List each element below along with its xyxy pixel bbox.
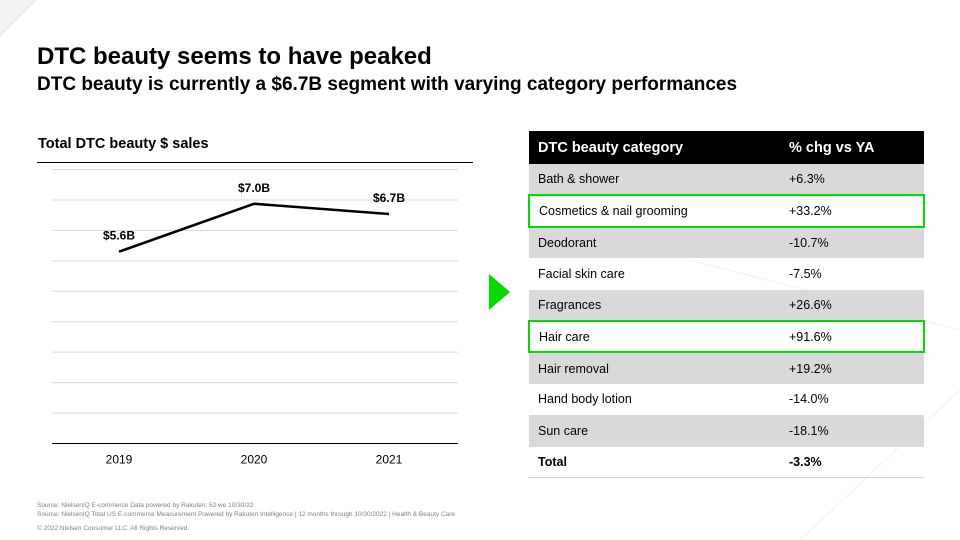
chart-title: Total DTC beauty $ sales [38,136,209,152]
row-category: Cosmetics & nail grooming [528,194,780,228]
slide-title: DTC beauty seems to have peaked [37,43,432,70]
table-row: Bath & shower +6.3% [529,164,924,196]
row-change: -18.1% [780,415,924,447]
data-label: $7.0B [238,181,270,195]
table-total-row: Total -3.3% [529,446,924,479]
row-change: +91.6% [780,319,925,354]
right-triangle-arrow-icon [489,274,510,310]
row-category: Facial skin care [538,266,625,281]
row-category: Hand body lotion [538,392,632,407]
x-tick-label: 2021 [376,453,403,467]
row-change: +33.2% [780,194,925,228]
total-change: -3.3% [780,446,924,479]
table-row: Cosmetics & nail grooming +33.2% [528,194,925,228]
category-change-table: DTC beauty category % chg vs YA Bath & s… [528,131,925,479]
series-line [118,202,390,253]
row-category: Bath & shower [529,164,780,196]
row-change: +6.3% [780,164,924,196]
source-note-1: Source: NielsenIQ E-commerce Data powere… [37,502,254,509]
header-change: % chg vs YA [780,131,924,164]
table-row: Hand body lotion -14.0% [529,384,924,415]
header-category: DTC beauty category [529,131,780,164]
source-note-2: Source: NielsenIQ Total US E-commerce Me… [37,511,456,518]
data-label: $6.7B [373,191,405,205]
chart-title-rule [37,162,473,163]
table-header-row: DTC beauty category % chg vs YA [529,131,924,164]
table-row: Hair removal +19.2% [529,352,924,384]
row-category: Fragrances [529,289,780,321]
row-change: -14.0% [789,392,829,407]
row-change: +19.2% [780,352,924,384]
row-category: Deodorant [529,226,780,259]
row-category: Hair removal [529,352,780,384]
row-change: -7.5% [789,266,822,281]
copyright-note: © 2022 Nielsen Consumer LLC. All Rights … [37,525,190,532]
row-change: -10.7% [780,226,924,259]
table-row: Facial skin care -7.5% [529,258,924,289]
table-row: Sun care -18.1% [529,415,924,447]
table-row: Hair care +91.6% [528,319,925,354]
x-tick-label: 2020 [241,453,268,467]
row-category: Hair care [528,319,780,354]
table-row: Fragrances +26.6% [529,289,924,321]
slide-subtitle: DTC beauty is currently a $6.7B segment … [37,74,738,95]
total-label: Total [529,446,780,479]
data-label: $5.6B [103,229,135,243]
row-category: Sun care [529,415,780,447]
row-change: +26.6% [780,289,924,321]
table-row: Deodorant -10.7% [529,226,924,259]
x-tick-label: 2019 [106,453,133,467]
